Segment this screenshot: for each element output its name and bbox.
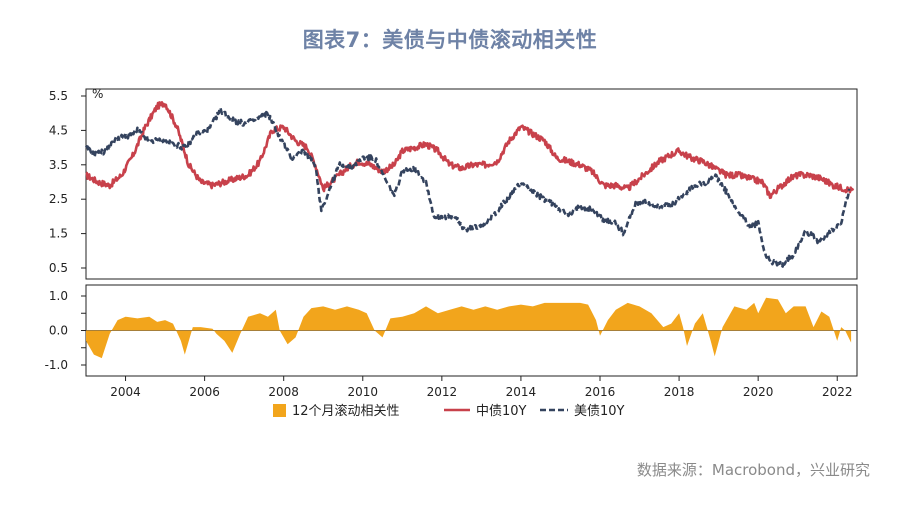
x-tick-label: 2008: [268, 385, 299, 399]
correlation-y-axis: 1.0 0.0 -1.0: [45, 289, 86, 372]
legend-label-cn10y: 中债10Y: [476, 404, 527, 419]
correlation-panel: 1.00.0-1.0 2004 2006 2008 2010 2012 2014 2016 2…: [45, 284, 858, 399]
y-tick-label: 2.5: [49, 192, 68, 206]
x-tick-label: 2018: [664, 385, 695, 399]
legend-swatch-correlation: [273, 404, 286, 417]
yield-panel: % 5.5 4.5 3.5 2.5 1.5 0.5: [49, 87, 858, 280]
x-tick-label: 2014: [506, 385, 537, 399]
y-tick-label: 3.5: [49, 158, 68, 172]
series-line-cn10y: [85, 101, 855, 200]
series-area-correlation: [86, 297, 852, 359]
x-axis: 2004 2006 2008 2010 2012 2014 2016 2018 2020 2022: [110, 376, 853, 399]
series-line-us10y: [84, 106, 851, 268]
x-tick-label: 2010: [347, 385, 378, 399]
x-tick-label: 2012: [427, 385, 458, 399]
yield-y-axis: 5.5 4.5 3.5 2.5 1.5 0.5: [49, 89, 86, 275]
y-tick-label: 0.5: [49, 261, 68, 275]
x-tick-label: 2022: [822, 385, 853, 399]
x-tick-label: 2004: [110, 385, 141, 399]
y-tick-label: -1.0: [45, 358, 68, 372]
x-tick-label: 2016: [585, 385, 616, 399]
chart-title: 图表7：美债与中债滚动相关性: [302, 28, 598, 52]
x-tick-label: 2006: [189, 385, 220, 399]
source-note: 数据来源：Macrobond，兴业研究: [636, 461, 870, 479]
legend: 12个月滚动相关性 中债10Y 美债10Y: [273, 403, 625, 419]
yield-panel-frame: [85, 88, 858, 280]
x-tick-label: 2020: [743, 385, 774, 399]
legend-label-correlation: 12个月滚动相关性: [292, 403, 400, 419]
y-tick-label: 4.5: [49, 123, 68, 137]
unit-label: %: [92, 87, 103, 101]
y-tick-label: 1.5: [49, 227, 68, 241]
y-tick-label: 5.5: [49, 89, 68, 103]
y-tick-label: 1.0: [49, 289, 68, 303]
legend-label-us10y: 美债10Y: [574, 404, 625, 419]
y-tick-label: 0.0: [49, 324, 68, 338]
